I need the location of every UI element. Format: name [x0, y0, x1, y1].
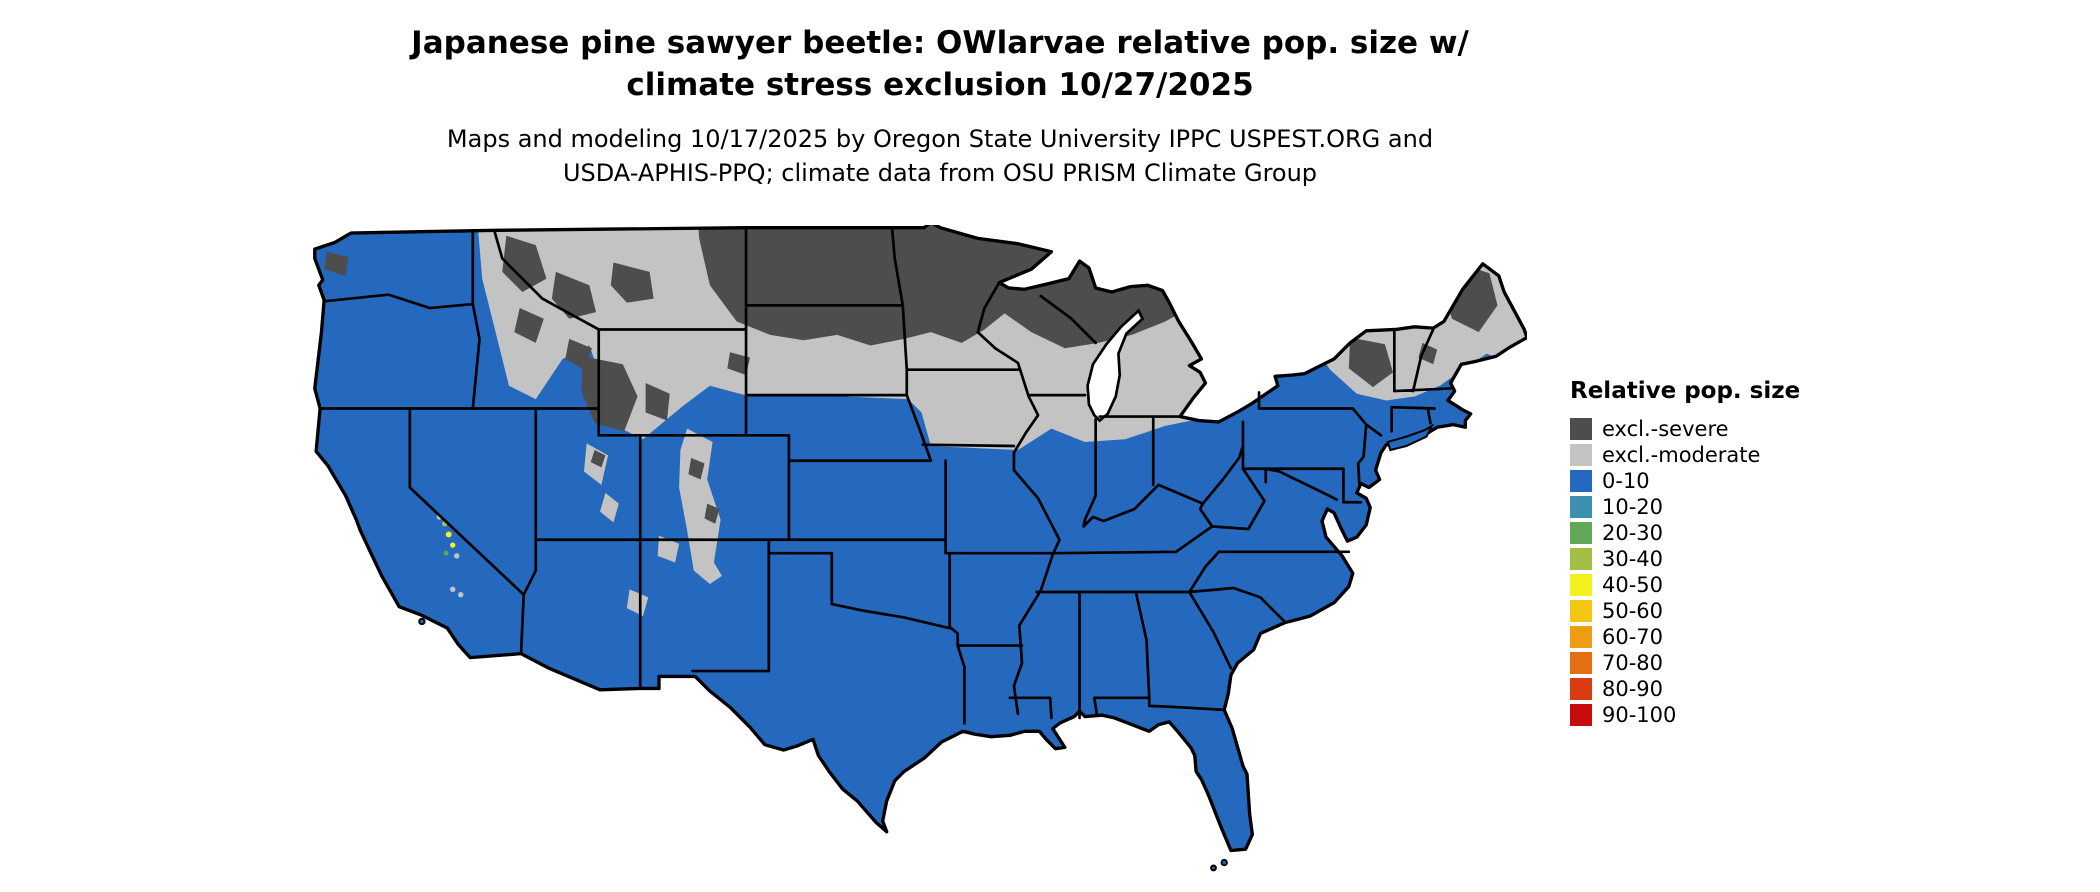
map-title-line1: Japanese pine sawyer beetle: OWlarvae re… — [411, 25, 1469, 61]
legend-swatch — [1570, 600, 1592, 622]
map-subtitle: Maps and modeling 10/17/2025 by Oregon S… — [0, 122, 1880, 190]
legend-item-label: 60-70 — [1602, 625, 1664, 649]
legend-item: 50-60 — [1570, 598, 1800, 624]
legend-item-label: 10-20 — [1602, 495, 1664, 519]
title-block: Japanese pine sawyer beetle: OWlarvae re… — [0, 22, 1880, 190]
population-specks — [442, 521, 456, 556]
legend-item-label: 20-30 — [1602, 521, 1664, 545]
legend-item: 10-20 — [1570, 494, 1800, 520]
legend-swatch — [1570, 548, 1592, 570]
legend-item-label: 90-100 — [1602, 703, 1677, 727]
legend-swatch — [1570, 522, 1592, 544]
legend-swatch — [1570, 652, 1592, 674]
legend-items: excl.-severe excl.-moderate 0-10 10-20 20-30… — [1570, 416, 1800, 728]
legend-item: 70-80 — [1570, 650, 1800, 676]
legend-item: 30-40 — [1570, 546, 1800, 572]
legend-swatch — [1570, 574, 1592, 596]
legend-item-label: 0-10 — [1602, 469, 1650, 493]
florida-keys — [1210, 864, 1217, 872]
legend-item: 80-90 — [1570, 676, 1800, 702]
legend-item-label: 80-90 — [1602, 677, 1664, 701]
legend-swatch — [1570, 704, 1592, 726]
long-island — [1386, 423, 1435, 452]
legend-item: 20-30 — [1570, 520, 1800, 546]
legend-item: 40-50 — [1570, 572, 1800, 598]
legend-item-label: 70-80 — [1602, 651, 1664, 675]
legend-swatch — [1570, 678, 1592, 700]
legend-swatch — [1570, 470, 1592, 492]
legend-swatch — [1570, 626, 1592, 648]
us-map — [313, 225, 1527, 872]
channel-island — [418, 617, 426, 626]
map-title: Japanese pine sawyer beetle: OWlarvae re… — [0, 22, 1880, 106]
state-borders — [318, 226, 1452, 725]
legend-item-label: excl.-moderate — [1602, 443, 1761, 467]
lake-michigan — [1086, 308, 1145, 423]
legend-item: 90-100 — [1570, 702, 1800, 728]
legend-item: 60-70 — [1570, 624, 1800, 650]
map-subtitle-line1: Maps and modeling 10/17/2025 by Oregon S… — [446, 125, 1434, 153]
legend-swatch — [1570, 496, 1592, 518]
map-title-line2: climate stress exclusion 10/27/2025 — [626, 67, 1254, 103]
legend-item-label: 30-40 — [1602, 547, 1664, 571]
legend-item-label: excl.-severe — [1602, 417, 1729, 441]
legend: Relative pop. size excl.-severe excl.-mod… — [1570, 378, 1800, 728]
us-map-container — [308, 225, 1527, 884]
legend-item: excl.-moderate — [1570, 442, 1800, 468]
legend-swatch — [1570, 444, 1592, 466]
great-lakes — [1086, 308, 1145, 423]
islands — [418, 423, 1435, 872]
legend-item-label: 40-50 — [1602, 573, 1664, 597]
legend-swatch — [1570, 418, 1592, 440]
legend-item: 0-10 — [1570, 468, 1800, 494]
legend-item-label: 50-60 — [1602, 599, 1664, 623]
map-subtitle-line2: USDA-APHIS-PPQ; climate data from OSU PR… — [562, 159, 1318, 187]
legend-title: Relative pop. size — [1570, 378, 1801, 404]
legend-item: excl.-severe — [1570, 416, 1800, 442]
florida-keys — [1220, 858, 1228, 867]
